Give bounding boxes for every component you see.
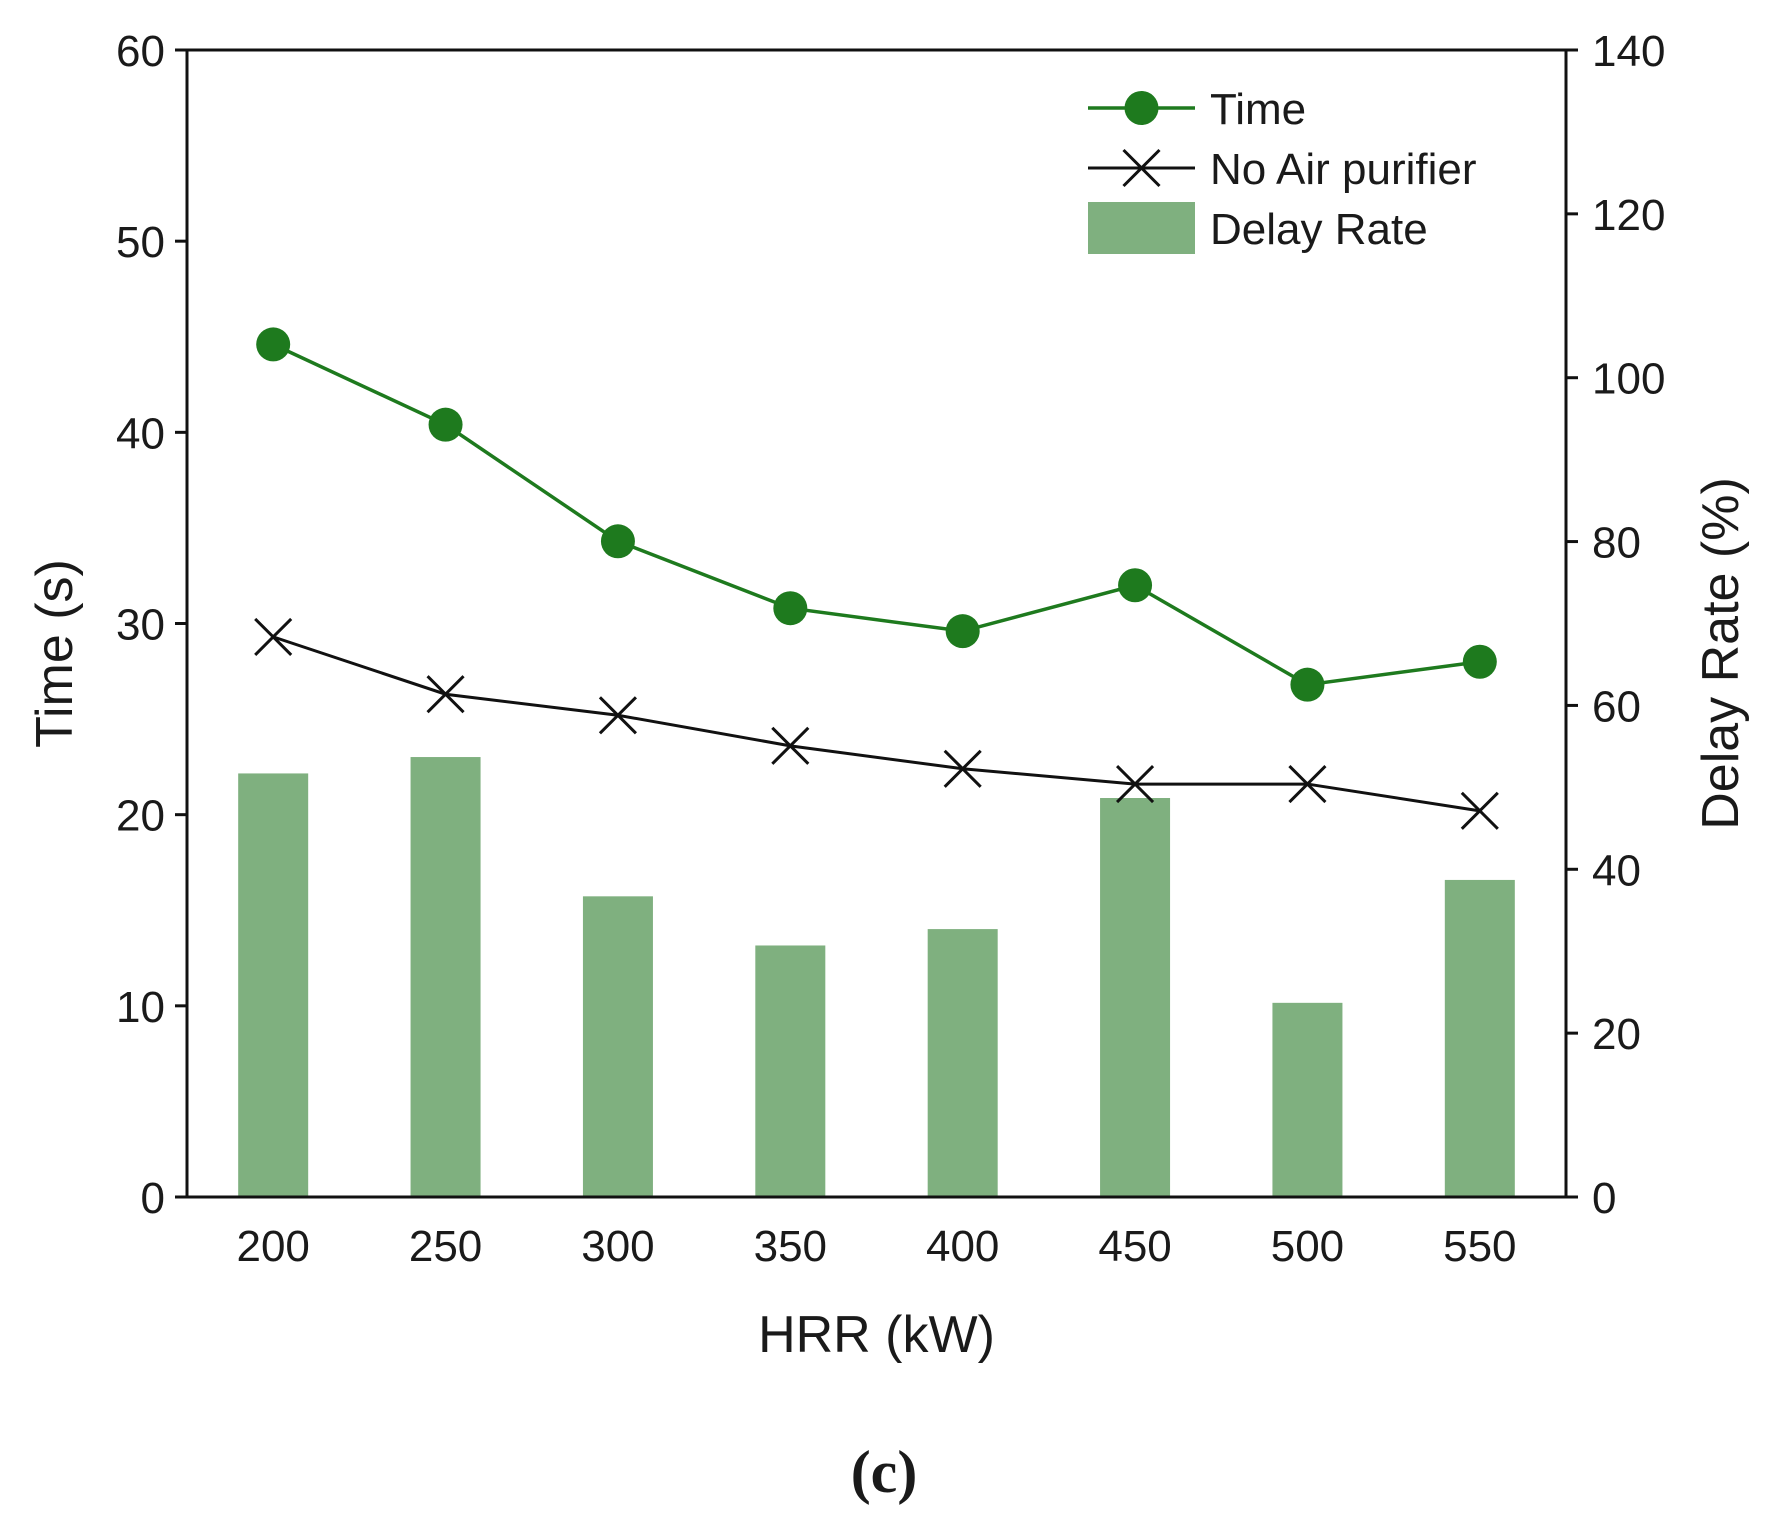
legend: Time No Air purifier Delay Rate <box>1088 85 1477 254</box>
delay-rate-bar <box>1100 798 1171 1197</box>
y-right-tick-label: 60 <box>1592 682 1641 731</box>
y-left-tick-label: 40 <box>116 409 165 458</box>
y-left-tick-label: 10 <box>116 983 165 1032</box>
no-air-purifier-point <box>1288 765 1327 804</box>
y-right-tick-label: 40 <box>1592 846 1641 895</box>
x-tick-label: 300 <box>581 1222 654 1271</box>
x-tick-label: 550 <box>1443 1222 1516 1271</box>
y-right-tick-label: 140 <box>1592 27 1665 76</box>
no-air-purifier-point <box>1115 765 1155 804</box>
legend-label: Time <box>1210 85 1306 134</box>
y-left-tick-label: 0 <box>141 1174 165 1223</box>
legend-time-marker <box>1124 91 1159 125</box>
delay-rate-bar <box>927 929 998 1197</box>
delay-rate-bar <box>410 757 481 1197</box>
x-tick-label: 350 <box>754 1222 827 1271</box>
legend-label: No Air purifier <box>1210 145 1477 194</box>
delay-rate-bar <box>755 945 826 1197</box>
time-point <box>1462 644 1497 679</box>
no-air-purifier-series <box>254 617 1499 830</box>
y-axis-left-label: Time (s) <box>26 559 84 748</box>
y-axis-right-label: Delay Rate (%) <box>1692 477 1750 830</box>
y-left-tick-label: 50 <box>116 218 165 267</box>
delay-rate-bars <box>238 757 1515 1197</box>
x-tick-label: 250 <box>409 1222 482 1271</box>
legend-no-purifier-marker <box>1122 148 1161 188</box>
x-tick-label: 400 <box>926 1222 999 1271</box>
no-air-purifier-point <box>1460 791 1499 830</box>
delay-rate-bar <box>1444 879 1515 1197</box>
time-point <box>256 327 291 362</box>
time-point <box>428 407 463 442</box>
y-right-tick-label: 20 <box>1592 1010 1641 1059</box>
no-air-purifier-point <box>771 726 810 765</box>
legend-label: Delay Rate <box>1210 205 1428 254</box>
panel-label: (c) <box>851 1439 918 1505</box>
time-point <box>1290 667 1325 702</box>
x-tick-label: 450 <box>1098 1222 1171 1271</box>
y-left-tick-label: 30 <box>116 601 165 650</box>
y-right-tick-label: 100 <box>1592 355 1665 404</box>
time-line <box>272 342 1481 687</box>
no-air-purifier-line <box>272 635 1481 813</box>
y-left-tick-label: 60 <box>116 27 165 76</box>
y-right-tick-label: 120 <box>1592 191 1665 240</box>
delay-rate-bar <box>582 896 653 1197</box>
x-tick-label: 500 <box>1271 1222 1344 1271</box>
no-air-purifier-point <box>598 696 637 735</box>
x-axis-label: HRR (kW) <box>758 1306 995 1364</box>
time-point <box>1118 568 1153 603</box>
no-air-purifier-point <box>943 749 982 788</box>
time-point <box>600 524 635 559</box>
no-air-purifier-point <box>426 675 465 714</box>
y-right-tick-label: 0 <box>1592 1174 1616 1223</box>
x-tick-label: 200 <box>236 1222 309 1271</box>
delay-rate-bar <box>238 773 309 1197</box>
no-air-purifier-point <box>254 617 293 656</box>
time-point <box>773 591 808 626</box>
delay-rate-bar <box>1272 1002 1343 1197</box>
time-point <box>945 614 980 649</box>
time-series <box>256 327 1497 702</box>
y-right-tick-label: 80 <box>1592 519 1641 568</box>
legend-bar-swatch <box>1088 202 1195 254</box>
y-left-tick-label: 20 <box>116 792 165 841</box>
